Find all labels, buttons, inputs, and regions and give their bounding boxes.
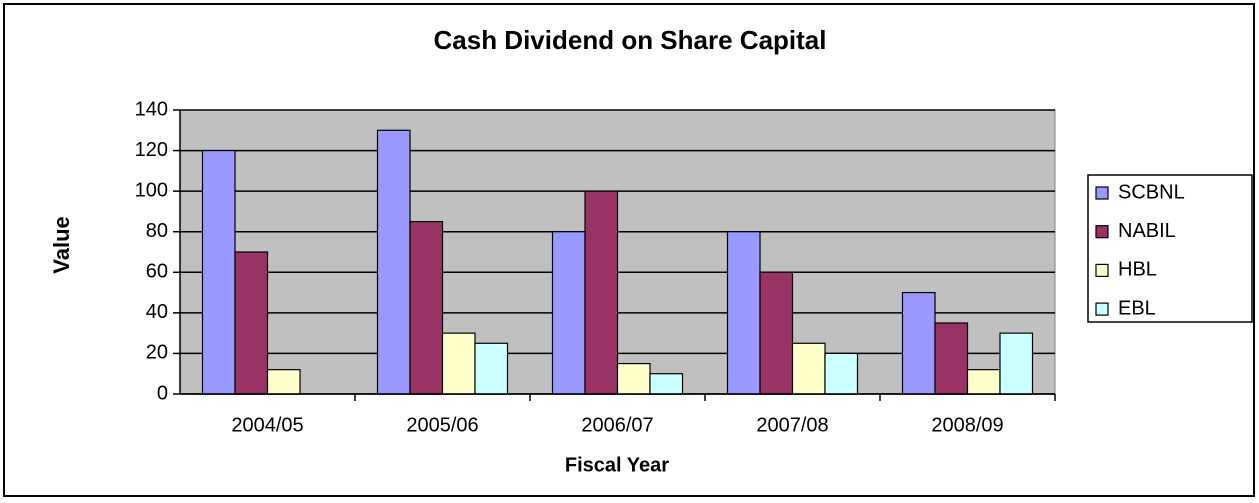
x-tick-label: 2005/06	[406, 414, 478, 436]
bar	[376, 129, 411, 395]
bar	[551, 231, 586, 395]
bar	[726, 231, 761, 395]
legend	[1087, 174, 1253, 323]
legend-label: NABIL	[1118, 220, 1176, 242]
bar	[759, 271, 794, 395]
y-tick-label: 140	[135, 98, 168, 120]
y-tick-label: 120	[135, 139, 168, 161]
x-tick-label: 2007/08	[756, 414, 828, 436]
bar	[791, 342, 826, 395]
legend-label: HBL	[1118, 259, 1157, 281]
y-tick-label: 40	[146, 301, 168, 323]
bar	[474, 342, 509, 395]
chart-title: Cash Dividend on Share Capital	[434, 25, 827, 55]
x-tick-label: 2004/05	[231, 414, 303, 436]
bar	[409, 220, 444, 395]
bar	[266, 369, 301, 395]
y-tick-label: 0	[157, 382, 168, 404]
bar	[999, 332, 1034, 395]
legend-swatch	[1095, 225, 1109, 239]
bar	[201, 149, 236, 395]
y-tick-label: 80	[146, 220, 168, 242]
bar	[824, 352, 859, 395]
bar	[584, 190, 619, 395]
bar	[649, 373, 684, 395]
legend-swatch	[1095, 263, 1109, 277]
y-tick-label: 100	[135, 179, 168, 201]
x-tick-label: 2006/07	[581, 414, 653, 436]
bar	[966, 369, 1001, 395]
bar	[234, 251, 269, 395]
y-axis-label: Value	[49, 216, 74, 273]
bar	[616, 362, 651, 395]
y-tick-label: 20	[146, 342, 168, 364]
bar	[441, 332, 476, 395]
x-axis-label: Fiscal Year	[565, 454, 669, 476]
legend-label: EBL	[1118, 297, 1156, 319]
bar	[934, 322, 969, 395]
x-tick-label: 2008/09	[931, 414, 1003, 436]
legend-swatch	[1095, 186, 1109, 200]
legend-swatch	[1095, 302, 1109, 316]
bar	[901, 291, 936, 395]
y-tick-label: 60	[146, 261, 168, 283]
legend-label: SCBNL	[1118, 181, 1185, 203]
